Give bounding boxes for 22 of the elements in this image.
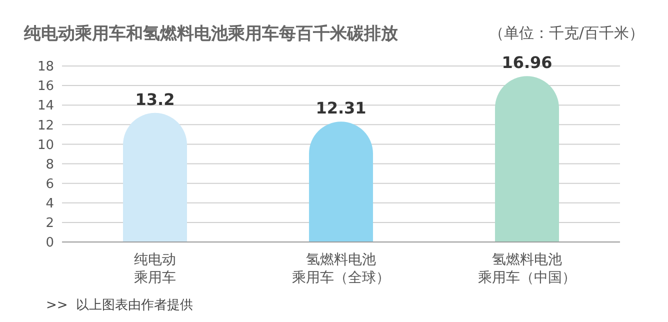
- x-tick-label: 氢燃料电池乘用车（全球）: [292, 252, 390, 286]
- bar: [495, 76, 559, 242]
- y-tick-label: 18: [37, 60, 54, 75]
- bar: [123, 112, 187, 242]
- y-tick-label: 12: [37, 118, 54, 134]
- y-tick-label: 8: [46, 157, 54, 172]
- y-tick-label: 4: [46, 196, 54, 212]
- y-tick-label: 2: [46, 216, 54, 232]
- data-label: 12.31: [316, 98, 366, 118]
- y-tick-label: 16: [37, 79, 54, 94]
- y-tick-label: 0: [46, 236, 54, 251]
- x-tick-label: 纯电动乘用车: [134, 252, 176, 286]
- data-label: 16.96: [502, 53, 552, 72]
- chart-title: 纯电动乘用车和氢燃料电池乘用车每百千米碳排放: [24, 23, 398, 45]
- data-label: 13.2: [135, 90, 175, 109]
- y-tick-label: 14: [37, 98, 54, 114]
- text: >> 以上图表由作者提供: [46, 297, 194, 314]
- bar: [309, 122, 373, 242]
- y-axis-title: （单位：千克/百千米）: [488, 24, 644, 43]
- y-tick-label: 10: [37, 138, 54, 153]
- x-tick-label: 氢燃料电池乘用车（中国）: [478, 252, 576, 286]
- y-tick-label: 6: [46, 176, 54, 192]
